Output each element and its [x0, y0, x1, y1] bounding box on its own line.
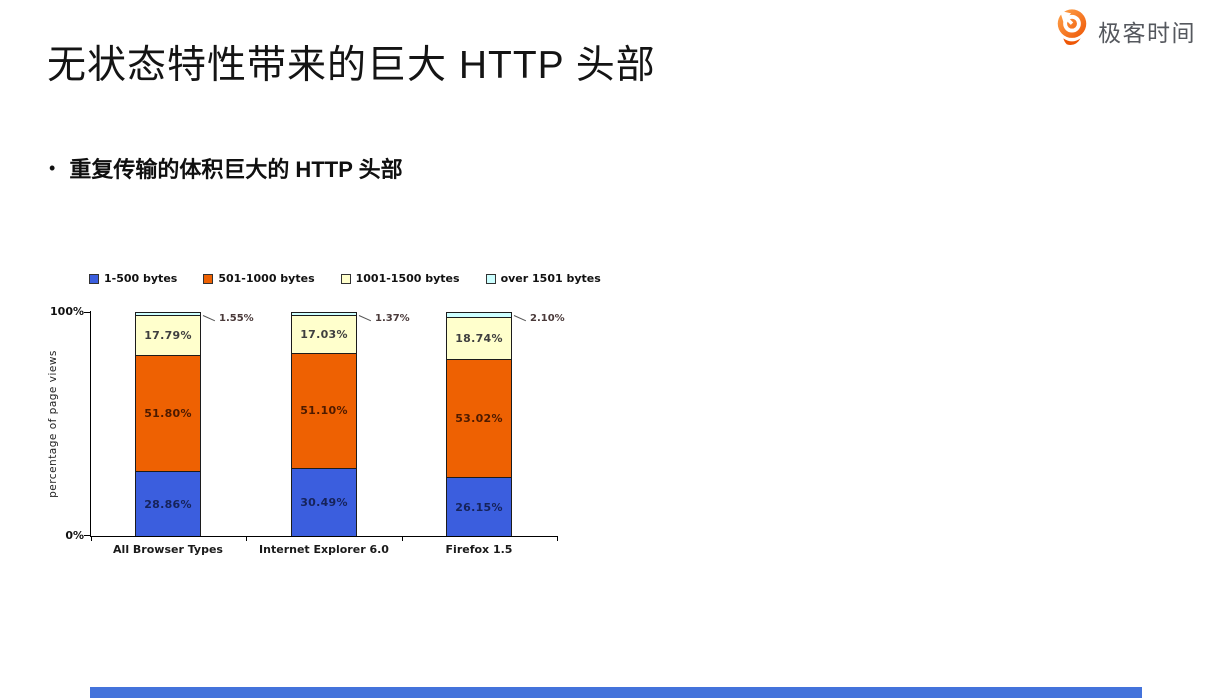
x-axis-tick [402, 537, 403, 541]
bar-column: 28.86% 51.80% 17.79% [135, 312, 201, 536]
bar-segment: 51.10% [291, 353, 357, 468]
page-title: 无状态特性带来的巨大 HTTP 头部 [47, 44, 656, 87]
callout-line [202, 315, 216, 322]
chart: 1-500 bytes 501-1000 bytes 1001-1500 bytes… [45, 260, 605, 580]
legend-item: 1-500 bytes [89, 272, 177, 285]
callout-label: 1.55% [219, 313, 254, 324]
y-axis-title: percentage of page views [47, 350, 59, 498]
callout-line [358, 315, 372, 322]
bar-segment [446, 312, 512, 317]
chart-legend: 1-500 bytes 501-1000 bytes 1001-1500 bytes… [89, 272, 601, 285]
legend-label: 501-1000 bytes [218, 272, 315, 285]
geektime-logo-text: 极客时间 [1098, 19, 1196, 46]
bar-segment-label: 51.80% [144, 407, 192, 421]
x-category-label: Firefox 1.5 [445, 543, 513, 556]
legend-swatch [485, 273, 496, 284]
bar-column: 30.49% 51.10% 17.03% [291, 312, 357, 536]
bar-segment-label: 18.74% [455, 331, 503, 345]
legend-label: 1-500 bytes [104, 272, 178, 285]
bar-segment-label: 51.10% [300, 404, 348, 418]
legend-label: 1001-1500 bytes [355, 272, 460, 285]
bar-segment: 26.15% [446, 477, 512, 536]
bullet-text: 重复传输的体积巨大的 HTTP 头部 [69, 157, 403, 182]
x-category-label: Internet Explorer 6.0 [259, 543, 389, 556]
x-axis-tick [91, 537, 92, 541]
bullet-item: • 重复传输的体积巨大的 HTTP 头部 [49, 152, 403, 184]
x-axis-tick [557, 537, 558, 541]
legend-item: 1001-1500 bytes [340, 272, 460, 285]
bar-segment: 17.03% [291, 315, 357, 354]
callout-line [513, 315, 527, 322]
bar-segment-label: 30.49% [300, 495, 348, 509]
plot-area: 100% 0% percentage of page views 1.55% 28… [47, 305, 565, 556]
progress-bar[interactable] [90, 687, 1142, 698]
x-axis-line [90, 536, 558, 537]
legend-swatch [89, 273, 99, 284]
y-tick-label-0: 0% [65, 529, 84, 542]
bar-segment: 18.74% [446, 316, 512, 359]
callout-label: 1.37% [375, 313, 410, 324]
bar-segment [291, 312, 357, 316]
bar-segment: 51.80% [135, 355, 201, 472]
legend-item: over 1501 bytes [485, 272, 601, 285]
y-tick-label-100: 100% [50, 305, 84, 318]
legend-swatch [340, 273, 351, 284]
legend-swatch [203, 273, 214, 284]
bar-segment-label: 26.15% [455, 500, 503, 514]
bar-segment-label: 17.03% [300, 328, 348, 342]
geektime-logo-icon [1053, 7, 1091, 54]
legend-item: 501-1000 bytes [203, 272, 315, 285]
bar-segment: 17.79% [135, 315, 201, 356]
geektime-logo: 极客时间 [1053, 7, 1196, 54]
legend-label: over 1501 bytes [500, 272, 601, 285]
y-axis-tick [84, 535, 90, 536]
x-axis-tick [246, 537, 247, 541]
bar-segment-label: 28.86% [144, 497, 192, 511]
callout-label: 2.10% [530, 313, 565, 324]
bar-segment: 28.86% [135, 471, 201, 536]
y-axis-tick [84, 312, 90, 313]
bullet-marker: • [49, 157, 56, 178]
y-axis-line [90, 311, 91, 537]
bar-column: 26.15% 53.02% 18.74% [446, 312, 512, 536]
x-category-label: All Browser Types [113, 543, 223, 556]
bar-segment-label: 53.02% [455, 412, 503, 426]
bar-segment: 53.02% [446, 358, 512, 478]
bar-segment-label: 17.79% [144, 329, 192, 343]
bar-segment [135, 312, 201, 316]
bar-segment: 30.49% [291, 467, 357, 536]
